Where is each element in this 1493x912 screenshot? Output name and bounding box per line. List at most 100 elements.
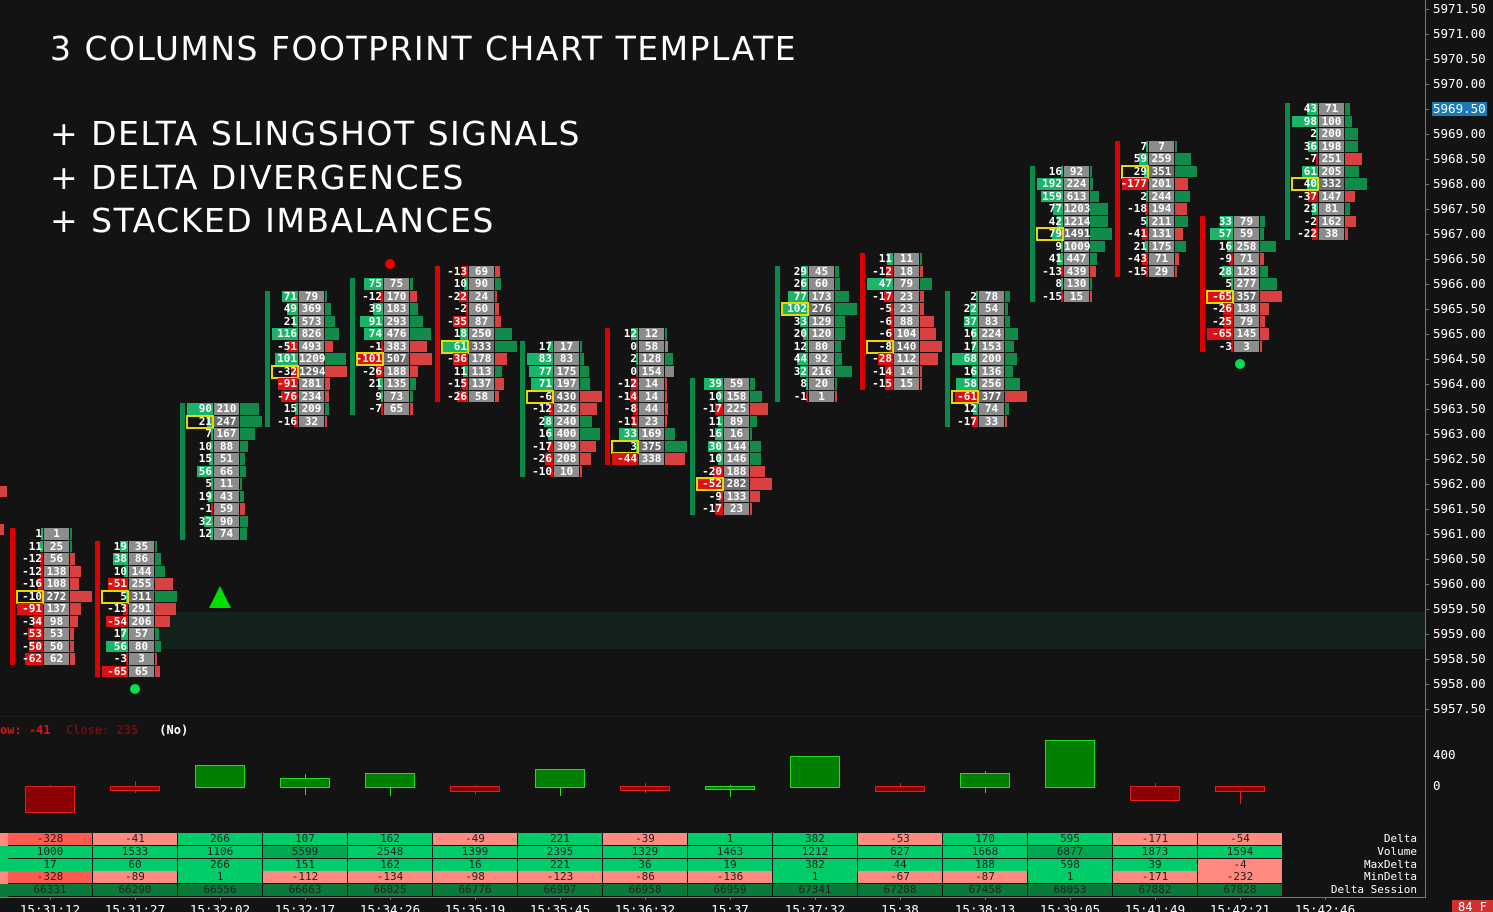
delta-value: -1	[198, 502, 212, 515]
volume-profile-bar	[1345, 165, 1359, 177]
delta-value: 39	[708, 377, 722, 390]
delta-fill	[971, 340, 978, 352]
delta-cell: -50	[17, 640, 43, 652]
volume-value: 169	[641, 427, 662, 440]
price-tick-mark	[1425, 634, 1429, 635]
table-cell: -112	[263, 871, 348, 883]
delta-fill	[38, 578, 43, 590]
delta-value: -11	[617, 414, 637, 428]
volume-value: 175	[556, 364, 577, 378]
delta-value: -65	[1212, 289, 1232, 303]
delta-fill	[124, 565, 128, 577]
delta-fill	[1301, 165, 1318, 177]
volume-value: 18	[899, 264, 914, 278]
delta-fill	[549, 465, 553, 477]
delta-value: 2	[1140, 189, 1147, 203]
delta-cell: 23	[1292, 203, 1318, 215]
volume-cell: 272	[44, 590, 69, 602]
volume-value: 147	[1321, 189, 1342, 203]
delta-value: 29	[1133, 164, 1147, 178]
price-tick-mark	[1425, 109, 1429, 110]
delta-fill	[547, 340, 553, 352]
delta-fill	[196, 465, 213, 477]
delta-fill	[106, 615, 128, 627]
table-cell: -123	[518, 871, 603, 883]
delta-value: -51	[277, 339, 297, 353]
table-cell: 1873	[1113, 846, 1198, 858]
delta-fill	[359, 315, 383, 327]
volume-value: 11	[219, 477, 234, 490]
table-cell: 66290	[93, 884, 178, 896]
volume-value: 400	[556, 427, 577, 440]
delta-value: -12	[872, 264, 892, 278]
price-tick-mark	[1425, 709, 1429, 710]
delta-fill	[466, 303, 468, 315]
delta-fill	[41, 528, 43, 540]
volume-profile-bar	[580, 403, 597, 415]
delta-fill	[357, 353, 383, 365]
delta-value: -15	[872, 377, 892, 390]
indicator-readout: ow: -41 Close: 235 (No)	[0, 723, 188, 737]
price-tick-label: 5961.50	[1433, 501, 1486, 516]
volume-profile-bar	[495, 365, 503, 377]
volume-profile-bar	[920, 353, 938, 365]
poc-imbalance-box	[101, 589, 129, 604]
volume-profile-bar	[495, 290, 497, 302]
volume-cell: 62	[44, 653, 69, 665]
table-cell: 5599	[263, 846, 348, 858]
delta-value: 12	[963, 402, 977, 415]
delta-fill	[969, 303, 978, 315]
volume-cell: 198	[1319, 140, 1344, 152]
delta-cell: 17	[527, 340, 553, 352]
table-cell: 1668	[943, 846, 1028, 858]
delta-cell: 19	[102, 540, 128, 552]
delta-fill	[888, 340, 893, 352]
delta-value: 59	[1133, 152, 1147, 165]
table-cell: 627	[858, 846, 943, 858]
volume-value: 86	[134, 552, 149, 565]
delta-value: -1	[793, 389, 807, 403]
volume-cell: 60	[469, 303, 494, 315]
volume-profile-bar	[1345, 153, 1362, 165]
volume-profile-bar	[665, 403, 668, 415]
delta-fill	[883, 290, 893, 302]
volume-profile-bar	[70, 615, 78, 627]
delta-fill	[211, 503, 213, 515]
delta-value: 32	[198, 514, 212, 528]
volume-value: 211	[1151, 214, 1172, 228]
price-tick-mark	[1425, 159, 1429, 160]
volume-cell: 208	[554, 453, 579, 465]
table-cell: 60	[93, 859, 178, 871]
volume-cell: 71	[1149, 253, 1174, 265]
delta-value: 16	[708, 427, 722, 440]
delta-value: 21	[368, 377, 382, 390]
delta-cell: 16	[527, 428, 553, 440]
delta-cell: -91	[272, 378, 298, 390]
volume-value: 138	[46, 564, 67, 578]
price-tick-label: 5967.00	[1433, 226, 1486, 241]
volume-value: 383	[386, 339, 407, 353]
volume-value: 38	[1324, 227, 1339, 240]
delta-fill	[39, 565, 43, 577]
delta-fill	[293, 315, 298, 327]
delta-fill	[294, 415, 298, 427]
volume-value: 23	[729, 502, 744, 515]
delta-value: -37	[1297, 189, 1317, 203]
delta-cell: -9	[1207, 253, 1233, 265]
delta-cell: -1	[187, 503, 213, 515]
delta-value: -35	[447, 314, 467, 328]
delta-value: -2	[453, 302, 467, 315]
delta-fill	[372, 303, 383, 315]
delta-value: 102	[787, 302, 807, 315]
delta-value: -2	[1303, 214, 1317, 228]
volume-cell: 79	[1234, 315, 1259, 327]
delta-candle-body	[25, 786, 75, 814]
volume-profile-bar	[240, 428, 255, 440]
table-cell: 188	[943, 859, 1028, 871]
table-cell: -67	[858, 871, 943, 883]
volume-cell: 205	[1319, 165, 1344, 177]
table-cell: 66997	[518, 884, 603, 896]
delta-fill	[549, 403, 553, 415]
delta-value: 26	[793, 277, 807, 290]
delta-cell: -76	[272, 390, 298, 402]
